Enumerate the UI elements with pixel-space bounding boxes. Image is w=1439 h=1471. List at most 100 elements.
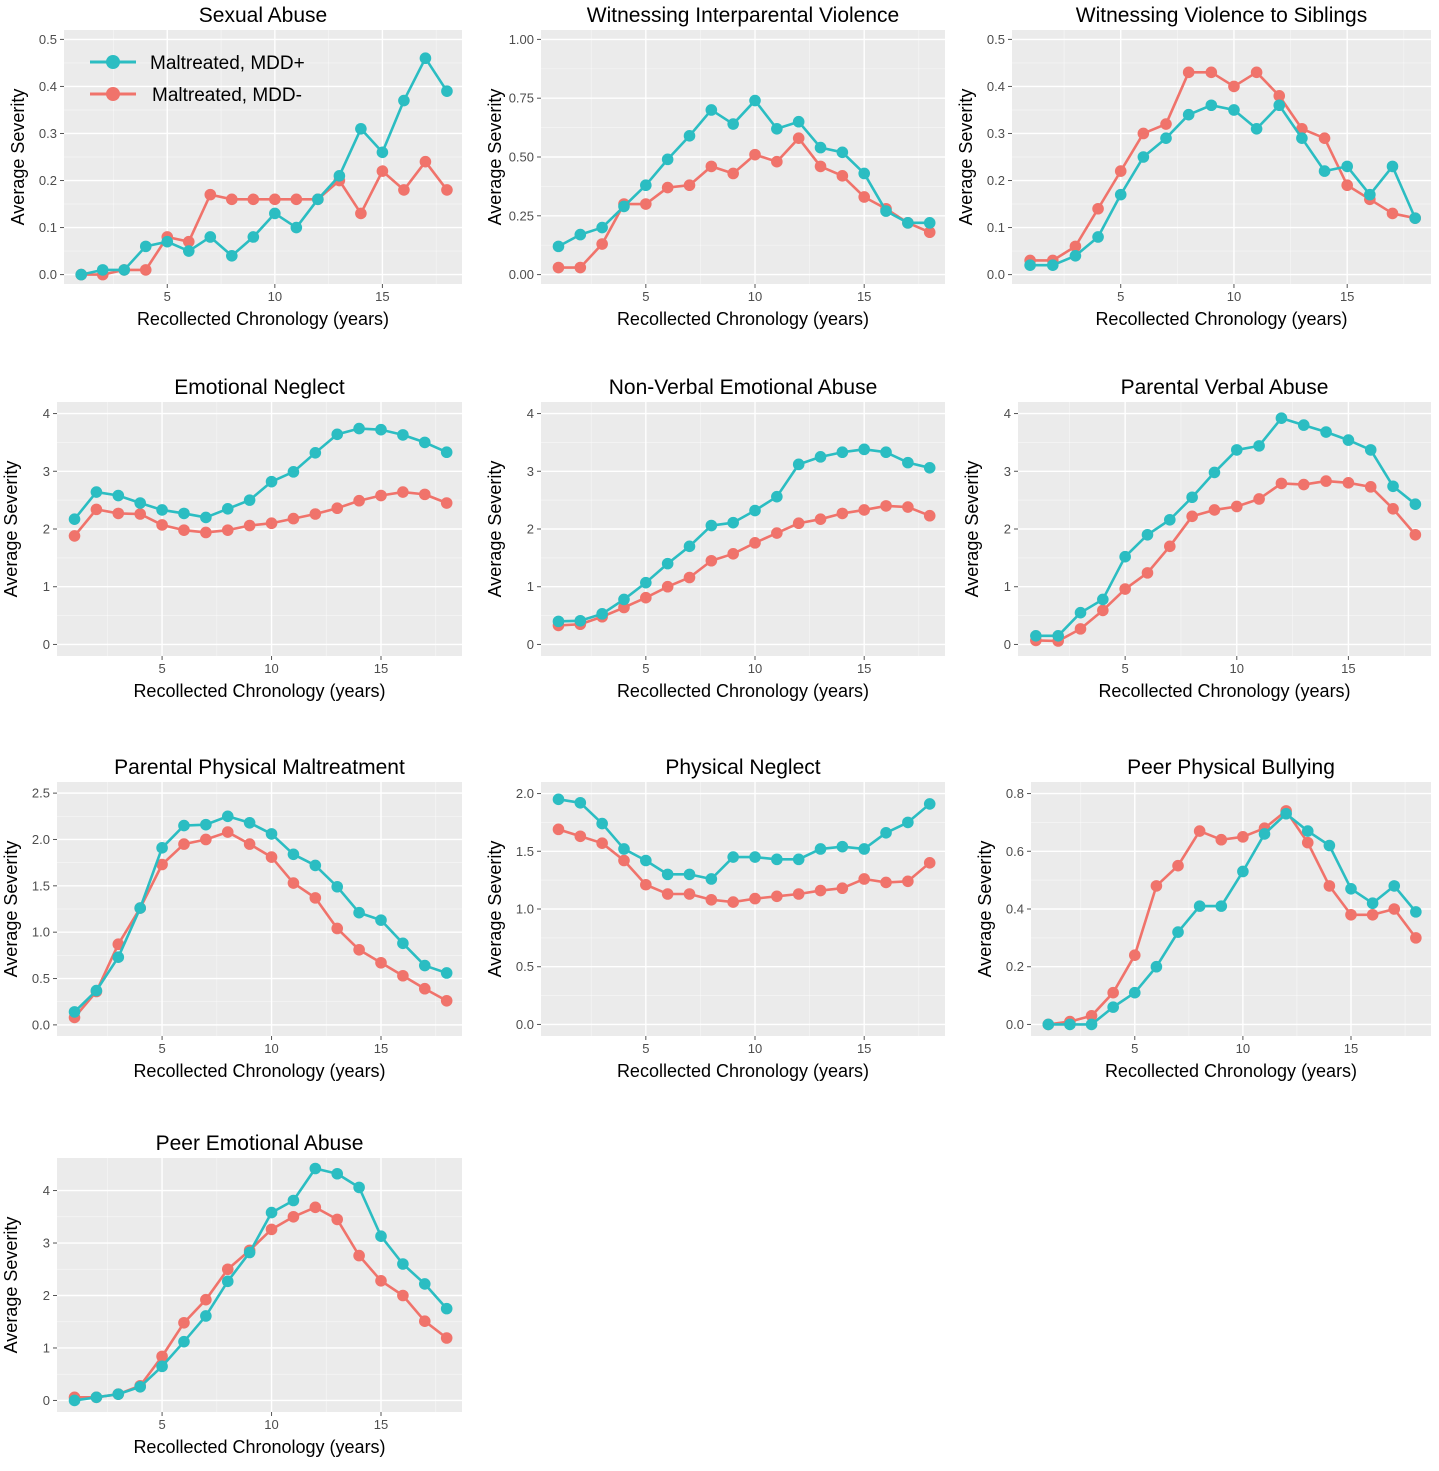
data-point-mdd-neg [353,494,365,507]
major-gridlines [541,782,945,1036]
data-point-mdd-neg [574,261,587,274]
data-point-mdd-pos [112,1388,125,1400]
data-point-mdd-pos [596,608,608,620]
y-tick-label: 2 [1004,522,1011,537]
data-point-mdd-pos [923,462,936,474]
data-point-mdd-pos [574,796,587,809]
data-point-mdd-pos [1386,160,1399,173]
data-point-mdd-pos [68,513,81,525]
data-point-mdd-pos [1250,122,1263,135]
y-axis-label: Average Severity [485,841,505,978]
x-tick-label: 5 [158,1041,165,1056]
y-tick-label: 0.3 [987,126,1005,141]
panel-emotional-neglect: 0 1 2 3 4 5 10 15 Emotional Neglect Recollected C… [1,376,462,701]
y-tick-label: 1.5 [32,878,50,893]
data-point-mdd-neg [749,537,761,549]
data-point-mdd-neg [683,888,696,900]
data-point-mdd-neg [1296,122,1308,135]
data-point-mdd-neg [398,184,410,196]
data-point-mdd-pos [397,429,409,441]
data-point-mdd-neg [200,1293,212,1306]
y-tick-label: 0 [43,637,50,652]
data-point-mdd-pos [1141,528,1154,541]
data-point-mdd-neg [727,548,739,560]
y-axis-label: Average Severity [956,89,976,226]
series-mdd-pos [68,810,453,1018]
data-point-mdd-pos [1128,986,1141,999]
data-point-mdd-neg [902,501,914,513]
data-point-mdd-neg [269,193,281,206]
series-mdd-pos [1030,412,1422,642]
data-point-mdd-pos [355,122,367,135]
x-axis-label: Recollected Chronology (years) [1098,681,1350,701]
data-point-mdd-neg [1301,836,1314,849]
data-point-mdd-neg [1341,179,1353,192]
plot-background [57,1158,462,1412]
data-point-mdd-pos [68,1006,81,1018]
data-point-mdd-pos [309,447,322,459]
data-point-mdd-pos [419,52,432,65]
y-tick-label: 1.0 [516,902,534,917]
series-mdd-pos [552,94,936,253]
chart-title: Parental Verbal Abuse [1121,376,1329,399]
data-point-mdd-pos [90,486,103,498]
x-tick-label: 5 [1122,661,1129,676]
y-tick-label: 0.5 [516,959,534,974]
y-tick-label: 0.00 [509,267,534,282]
data-point-mdd-pos [880,205,892,217]
x-axis-label: Recollected Chronology (years) [1095,309,1347,329]
x-axis-label: Recollected Chronology (years) [617,1061,869,1081]
major-gridlines [1031,782,1431,1036]
data-point-mdd-neg [331,502,344,515]
data-point-mdd-pos [1230,444,1243,456]
data-point-mdd-pos [309,1162,322,1175]
data-point-mdd-pos [375,914,387,926]
y-axis-label: Average Severity [8,89,28,226]
data-point-mdd-neg [309,508,322,520]
panel-sexual-abuse: 0.0 0.1 0.2 0.3 0.4 0.5 5 10 15 Sexual Abuse Recol… [8,4,462,329]
data-point-mdd-pos [375,423,387,436]
data-point-mdd-pos [683,130,696,142]
y-tick-label: 0.4 [987,79,1005,94]
minor-gridlines [57,402,462,656]
data-point-mdd-neg [771,527,783,539]
data-point-mdd-pos [1114,188,1127,201]
x-tick-label: 5 [1131,1041,1138,1056]
chart-title: Peer Emotional Abuse [156,1132,364,1155]
chart-title: Witnessing Interparental Violence [587,4,899,27]
series-mdd-pos [1042,807,1422,1031]
data-point-mdd-pos [1074,606,1087,619]
data-point-mdd-pos [178,1335,190,1348]
y-tick-label: 1 [1004,579,1011,594]
data-point-mdd-pos [814,843,827,855]
data-point-mdd-neg [440,1332,453,1344]
data-point-mdd-pos [178,507,190,520]
data-point-mdd-neg [204,188,217,201]
series-mdd-neg [552,500,936,632]
data-point-mdd-pos [156,1360,168,1373]
data-point-mdd-pos [552,793,565,806]
data-point-mdd-pos [287,466,300,478]
y-tick-label: 2.5 [32,786,50,801]
data-point-mdd-pos [1318,165,1331,177]
data-point-mdd-pos [792,115,805,128]
data-point-mdd-pos [1064,1018,1076,1031]
data-point-mdd-pos [182,245,195,257]
data-point-mdd-neg [440,497,453,509]
data-point-mdd-pos [265,1206,278,1219]
series-mdd-pos [552,443,936,628]
x-tick-label: 5 [1117,289,1124,304]
data-point-mdd-pos [1253,440,1265,452]
data-point-mdd-pos [1052,629,1064,642]
data-point-mdd-pos [221,810,234,823]
x-tick-label: 10 [268,289,282,304]
data-point-mdd-neg [290,193,303,206]
data-point-mdd-pos [441,85,453,97]
series-mdd-pos [68,1162,453,1407]
data-point-mdd-neg [1092,202,1104,215]
y-tick-label: 3 [527,464,534,479]
data-point-mdd-neg [1172,859,1184,872]
data-point-mdd-pos [1364,188,1376,201]
data-point-mdd-neg [309,1201,322,1214]
